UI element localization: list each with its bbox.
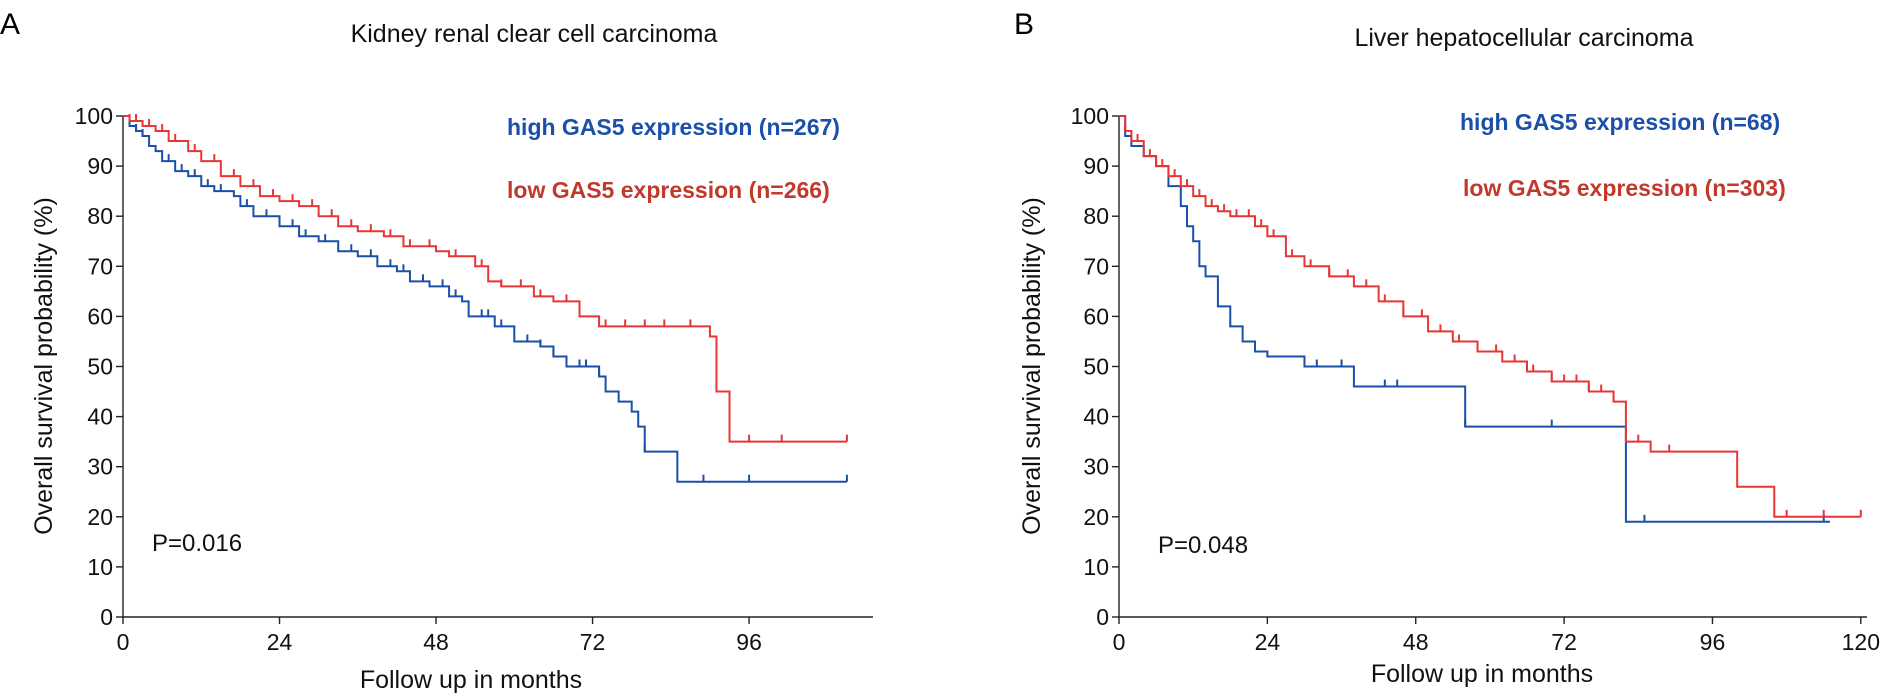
y-tick-label: 100 bbox=[75, 103, 113, 129]
y-tick-label: 50 bbox=[87, 354, 113, 380]
x-tick-label: 24 bbox=[1255, 629, 1281, 655]
panel-b: B Liver hepatocellular carcinoma Follow … bbox=[1014, 8, 1880, 688]
y-tick-label: 10 bbox=[1083, 554, 1109, 580]
x-axis-label-a: Follow up in months bbox=[360, 666, 582, 694]
y-tick-label: 80 bbox=[1083, 203, 1109, 229]
y-tick-label: 20 bbox=[1083, 504, 1109, 530]
x-tick-label: 24 bbox=[267, 629, 293, 655]
x-tick-label: 48 bbox=[1403, 629, 1429, 655]
legend-low-b: low GAS5 expression (n=303) bbox=[1463, 175, 1786, 201]
y-tick-label: 70 bbox=[1083, 253, 1109, 279]
panel-a: A Kidney renal clear cell carcinoma Foll… bbox=[0, 8, 873, 694]
chart-title-b: Liver hepatocellular carcinoma bbox=[1354, 24, 1693, 52]
y-tick-label: 70 bbox=[87, 253, 113, 279]
x-tick-label: 0 bbox=[1113, 629, 1126, 655]
y-tick-label: 90 bbox=[1083, 153, 1109, 179]
x-axis-label-b: Follow up in months bbox=[1371, 660, 1593, 688]
x-tick-label: 72 bbox=[580, 629, 606, 655]
y-tick-label: 20 bbox=[87, 504, 113, 530]
y-tick-label: 40 bbox=[87, 404, 113, 430]
plot-area-a: 0 10 20 30 40 50 60 70 80 90 100 0 24 48 72 96 bbox=[75, 103, 873, 655]
plot-area-b: 0 10 20 30 40 50 60 70 80 90 100 0 24 48 72 96 120 bbox=[1071, 103, 1880, 655]
y-axis-label-a: Overall survival probability (%) bbox=[30, 197, 58, 535]
y-tick-label: 0 bbox=[100, 604, 113, 630]
y-tick-label: 30 bbox=[1083, 454, 1109, 480]
panel-letter-b: B bbox=[1014, 8, 1034, 41]
series-line-low-b bbox=[1119, 115, 1861, 518]
p-value-a: P=0.016 bbox=[152, 530, 242, 557]
legend-high-b: high GAS5 expression (n=68) bbox=[1460, 109, 1780, 135]
y-tick-label: 50 bbox=[1083, 354, 1109, 380]
series-line-high-a bbox=[123, 115, 847, 483]
y-tick-label: 0 bbox=[1096, 604, 1109, 630]
x-tick-label: 96 bbox=[1700, 629, 1726, 655]
y-tick-label: 100 bbox=[1071, 103, 1109, 129]
x-tick-label: 48 bbox=[423, 629, 449, 655]
y-tick-label: 80 bbox=[87, 203, 113, 229]
y-tick-label: 60 bbox=[87, 303, 113, 329]
legend-high-a: high GAS5 expression (n=267) bbox=[507, 114, 840, 140]
y-tick-label: 10 bbox=[87, 554, 113, 580]
y-axis-label-b: Overall survival probability (%) bbox=[1018, 197, 1046, 535]
p-value-b: P=0.048 bbox=[1158, 532, 1248, 559]
y-tick-label: 40 bbox=[1083, 404, 1109, 430]
x-tick-label: 120 bbox=[1842, 629, 1880, 655]
y-tick-label: 30 bbox=[87, 454, 113, 480]
legend-low-a: low GAS5 expression (n=266) bbox=[507, 177, 830, 203]
panel-letter-a: A bbox=[0, 8, 20, 41]
chart-title-a: Kidney renal clear cell carcinoma bbox=[351, 20, 718, 48]
x-tick-label: 0 bbox=[117, 629, 130, 655]
x-tick-label: 72 bbox=[1551, 629, 1577, 655]
y-tick-label: 90 bbox=[87, 153, 113, 179]
y-tick-label: 60 bbox=[1083, 303, 1109, 329]
series-line-low-a bbox=[123, 115, 847, 443]
x-tick-label: 96 bbox=[736, 629, 762, 655]
